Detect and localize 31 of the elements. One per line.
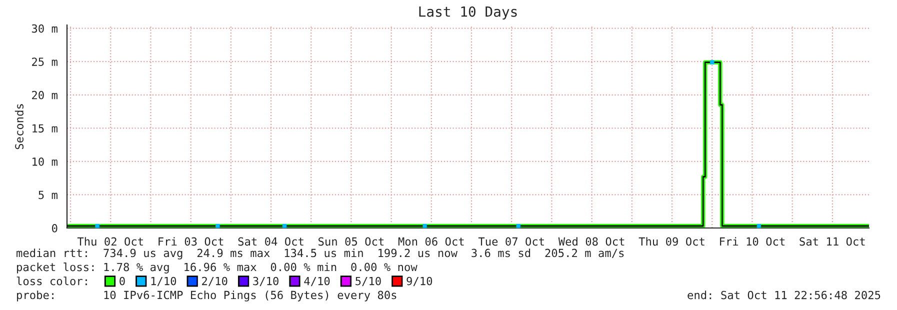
text: median rtt: 734.9 us avg 24.9 ms max 134.5 us min 199.2 us now 3.6 ms sd 205.2 m am/s (16, 248, 624, 260)
legend-label: 0 (120, 276, 125, 286)
y-axis-title: Seconds (14, 104, 24, 150)
legend-label: 1/10 (151, 276, 176, 286)
legend-label: 2/10 (202, 276, 228, 286)
x-tick-label: Fri 10 Oct (720, 237, 785, 246)
y-tick-label: 15 m (32, 124, 58, 133)
x-tick-label: Mon 06 Oct (398, 237, 464, 246)
text: end: Sat Oct 11 22:56:48 2025 (688, 290, 880, 300)
x-tick-label: Thu 09 Oct (638, 237, 704, 246)
legend-label: 4/10 (304, 276, 330, 286)
text: loss color: (16, 276, 87, 286)
y-tick-label: 0 (52, 224, 58, 232)
x-tick-label: Sun 05 Oct (318, 237, 384, 246)
y-tick-label: 30 m (32, 24, 58, 33)
x-tick-label: Sat 04 Oct (238, 237, 304, 246)
x-tick-label: Sat 11 Oct (800, 237, 865, 246)
text: packet loss: 1.78 % avg 16.96 % max 0.00 % min 0.00 % now (17, 262, 418, 274)
x-tick-label: Thu 02 Oct (77, 237, 143, 246)
chart-title: Last 10 Days (419, 6, 517, 20)
legend-label: 5/10 (356, 276, 381, 286)
x-tick-label: Fri 03 Oct (158, 237, 224, 246)
legend-label: 9/10 (406, 276, 432, 286)
legend-label: 3/10 (253, 276, 278, 286)
x-tick-label: Tue 07 Oct (478, 237, 544, 246)
text: probe: 10 IPv6-ICMP Echo Pings (56 Bytes) every 80s (17, 290, 396, 302)
y-tick-label: 20 m (32, 90, 58, 100)
x-tick-label: Wed 08 Oct (558, 237, 624, 246)
y-tick-label: 25 m (32, 58, 58, 66)
y-tick-label: 5 m (38, 190, 58, 200)
y-tick-label: 10 m (32, 157, 58, 166)
